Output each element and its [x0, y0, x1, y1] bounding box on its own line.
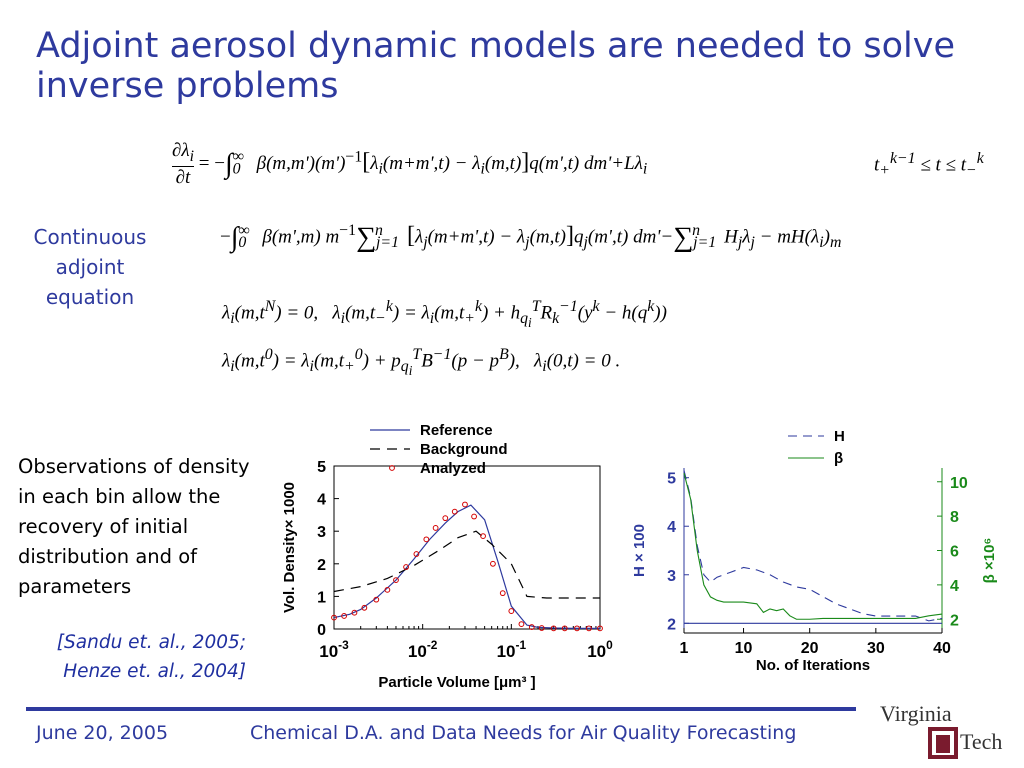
analyzed-marker [403, 564, 409, 570]
analyzed-marker [462, 501, 468, 508]
analyzed-marker [393, 577, 399, 584]
analyzed-marker [351, 609, 358, 616]
right-tick-label: 6 [950, 544, 959, 561]
analyzed-marker [471, 513, 477, 520]
series-line [683, 473, 943, 620]
footer-date: June 20, 2005 [36, 722, 169, 744]
x-tick-label: 100 [587, 638, 613, 661]
analyzed-marker [442, 515, 449, 522]
legend-label-background: Background [420, 441, 508, 458]
analyzed-marker [538, 625, 545, 631]
left-tick-label: 2 [667, 616, 676, 633]
x-tick-label: 1 [680, 640, 689, 657]
volume-density-chart: 0 1 2 3 4 5 10-3 10-2 10-1 100 Particle Volume [μm… [281, 422, 613, 691]
analyzed-marker [413, 551, 420, 557]
x-tick-label: 20 [801, 640, 819, 657]
right-tick-label: 10 [950, 475, 968, 492]
x-axis-label: Particle Volume [μm³ ] [378, 674, 535, 691]
virginia-tech-logo: Virginia Tech [880, 701, 1002, 759]
x-tick-label: 10 [735, 640, 753, 657]
analyzed-marker [480, 533, 486, 539]
series-background-line [333, 530, 600, 599]
analyzed-marker [341, 613, 348, 619]
left-axis-label: H × 100 [631, 524, 648, 577]
analyzed-marker [384, 586, 391, 593]
legend-marker-analyzed [389, 465, 395, 471]
observations-text: Observations of density in each bin allo… [18, 455, 250, 598]
analyzed-marker [597, 625, 603, 632]
legend-label-1: β [834, 450, 843, 467]
y-tick-label: 4 [317, 492, 326, 509]
analyzed-marker [490, 560, 496, 567]
slide-title: Adjoint aerosol dynamic models are neede… [36, 26, 955, 106]
x-tick-label: 10-2 [408, 638, 438, 661]
analyzed-marker [528, 624, 535, 630]
right-tick-label: 2 [950, 612, 959, 629]
adjoint-equation-line-1: ∂λi ∂t = −∫0∞ β(m,m')(m')−1[λi(m+m',t) − … [172, 140, 648, 188]
iterations-chart: 2 3 4 5 2 4 6 8 10 1 10 20 30 40 No. of Iterations H × … [631, 428, 998, 674]
analyzed-marker [373, 596, 380, 603]
analyzed-marker [361, 604, 368, 611]
analyzed-marker [586, 625, 592, 632]
left-tick-label: 5 [667, 471, 676, 488]
references: [Sandu et. al., 2005; Henze et. al., 200… [18, 628, 246, 686]
time-interval-condition: t+k−1 ≤ t ≤ t−k [874, 150, 984, 180]
y-tick-label: 3 [317, 524, 326, 541]
legend-label-reference: Reference [420, 422, 493, 439]
y-tick-label: 2 [317, 557, 326, 574]
x-tick-label: 30 [867, 640, 885, 657]
analyzed-marker [574, 625, 580, 632]
y-tick-label: 5 [317, 459, 326, 476]
x-tick-label: 40 [933, 640, 951, 657]
right-tick-label: 4 [950, 578, 959, 595]
analyzed-marker [331, 614, 337, 621]
adjoint-equation-line-2: −∫0∞ β(m',m) m−1∑j=1n [λj(m+m',t) − λj(m,… [220, 222, 842, 253]
reference-2: Henze et. al., 2004] [63, 661, 246, 682]
analyzed-marker [499, 590, 506, 597]
right-tick-label: 8 [950, 509, 959, 526]
legend-label-analyzed: Analyzed [420, 460, 486, 477]
x-tick-label: 10-3 [319, 638, 349, 661]
y-tick-label: 0 [317, 622, 326, 639]
reference-1: [Sandu et. al., 2005; [56, 632, 246, 653]
logo-word-virginia: Virginia [880, 701, 952, 726]
footer-title: Chemical D.A. and Data Needs for Air Qua… [250, 722, 797, 744]
legend-label-0: H [834, 428, 845, 445]
left-tick-label: 3 [667, 568, 676, 585]
x-tick-label: 10-1 [497, 638, 527, 661]
logo-word-tech: Tech [960, 729, 1002, 754]
analyzed-marker [561, 625, 568, 632]
left-tick-label: 4 [667, 519, 676, 536]
continuous-adjoint-label: Continuous adjoint equation [33, 225, 147, 309]
y-tick-label: 1 [317, 589, 326, 606]
series-reference-line [333, 504, 600, 629]
adjoint-initial-condition: λi(m,t0) = λi(m,t+0) + pqiTB−1(p − pB), … [222, 346, 621, 379]
analyzed-marker [508, 608, 515, 614]
adjoint-terminal-condition: λi(m,tN) = 0, λi(m,t−k) = λi(m,t+k) + hq… [222, 298, 667, 331]
analyzed-marker [518, 621, 525, 628]
analyzed-marker [432, 525, 439, 531]
footer-divider [26, 707, 856, 711]
analyzed-marker [550, 625, 557, 632]
right-axis-label: β ×10⁶ [981, 538, 998, 584]
y-axis-label: Vol. Density× 1000 [281, 482, 298, 613]
plot-frame [333, 465, 601, 630]
x-axis-label: No. of Iterations [756, 657, 870, 674]
series-line [683, 470, 943, 622]
analyzed-marker [423, 536, 430, 543]
analyzed-marker [451, 508, 458, 515]
